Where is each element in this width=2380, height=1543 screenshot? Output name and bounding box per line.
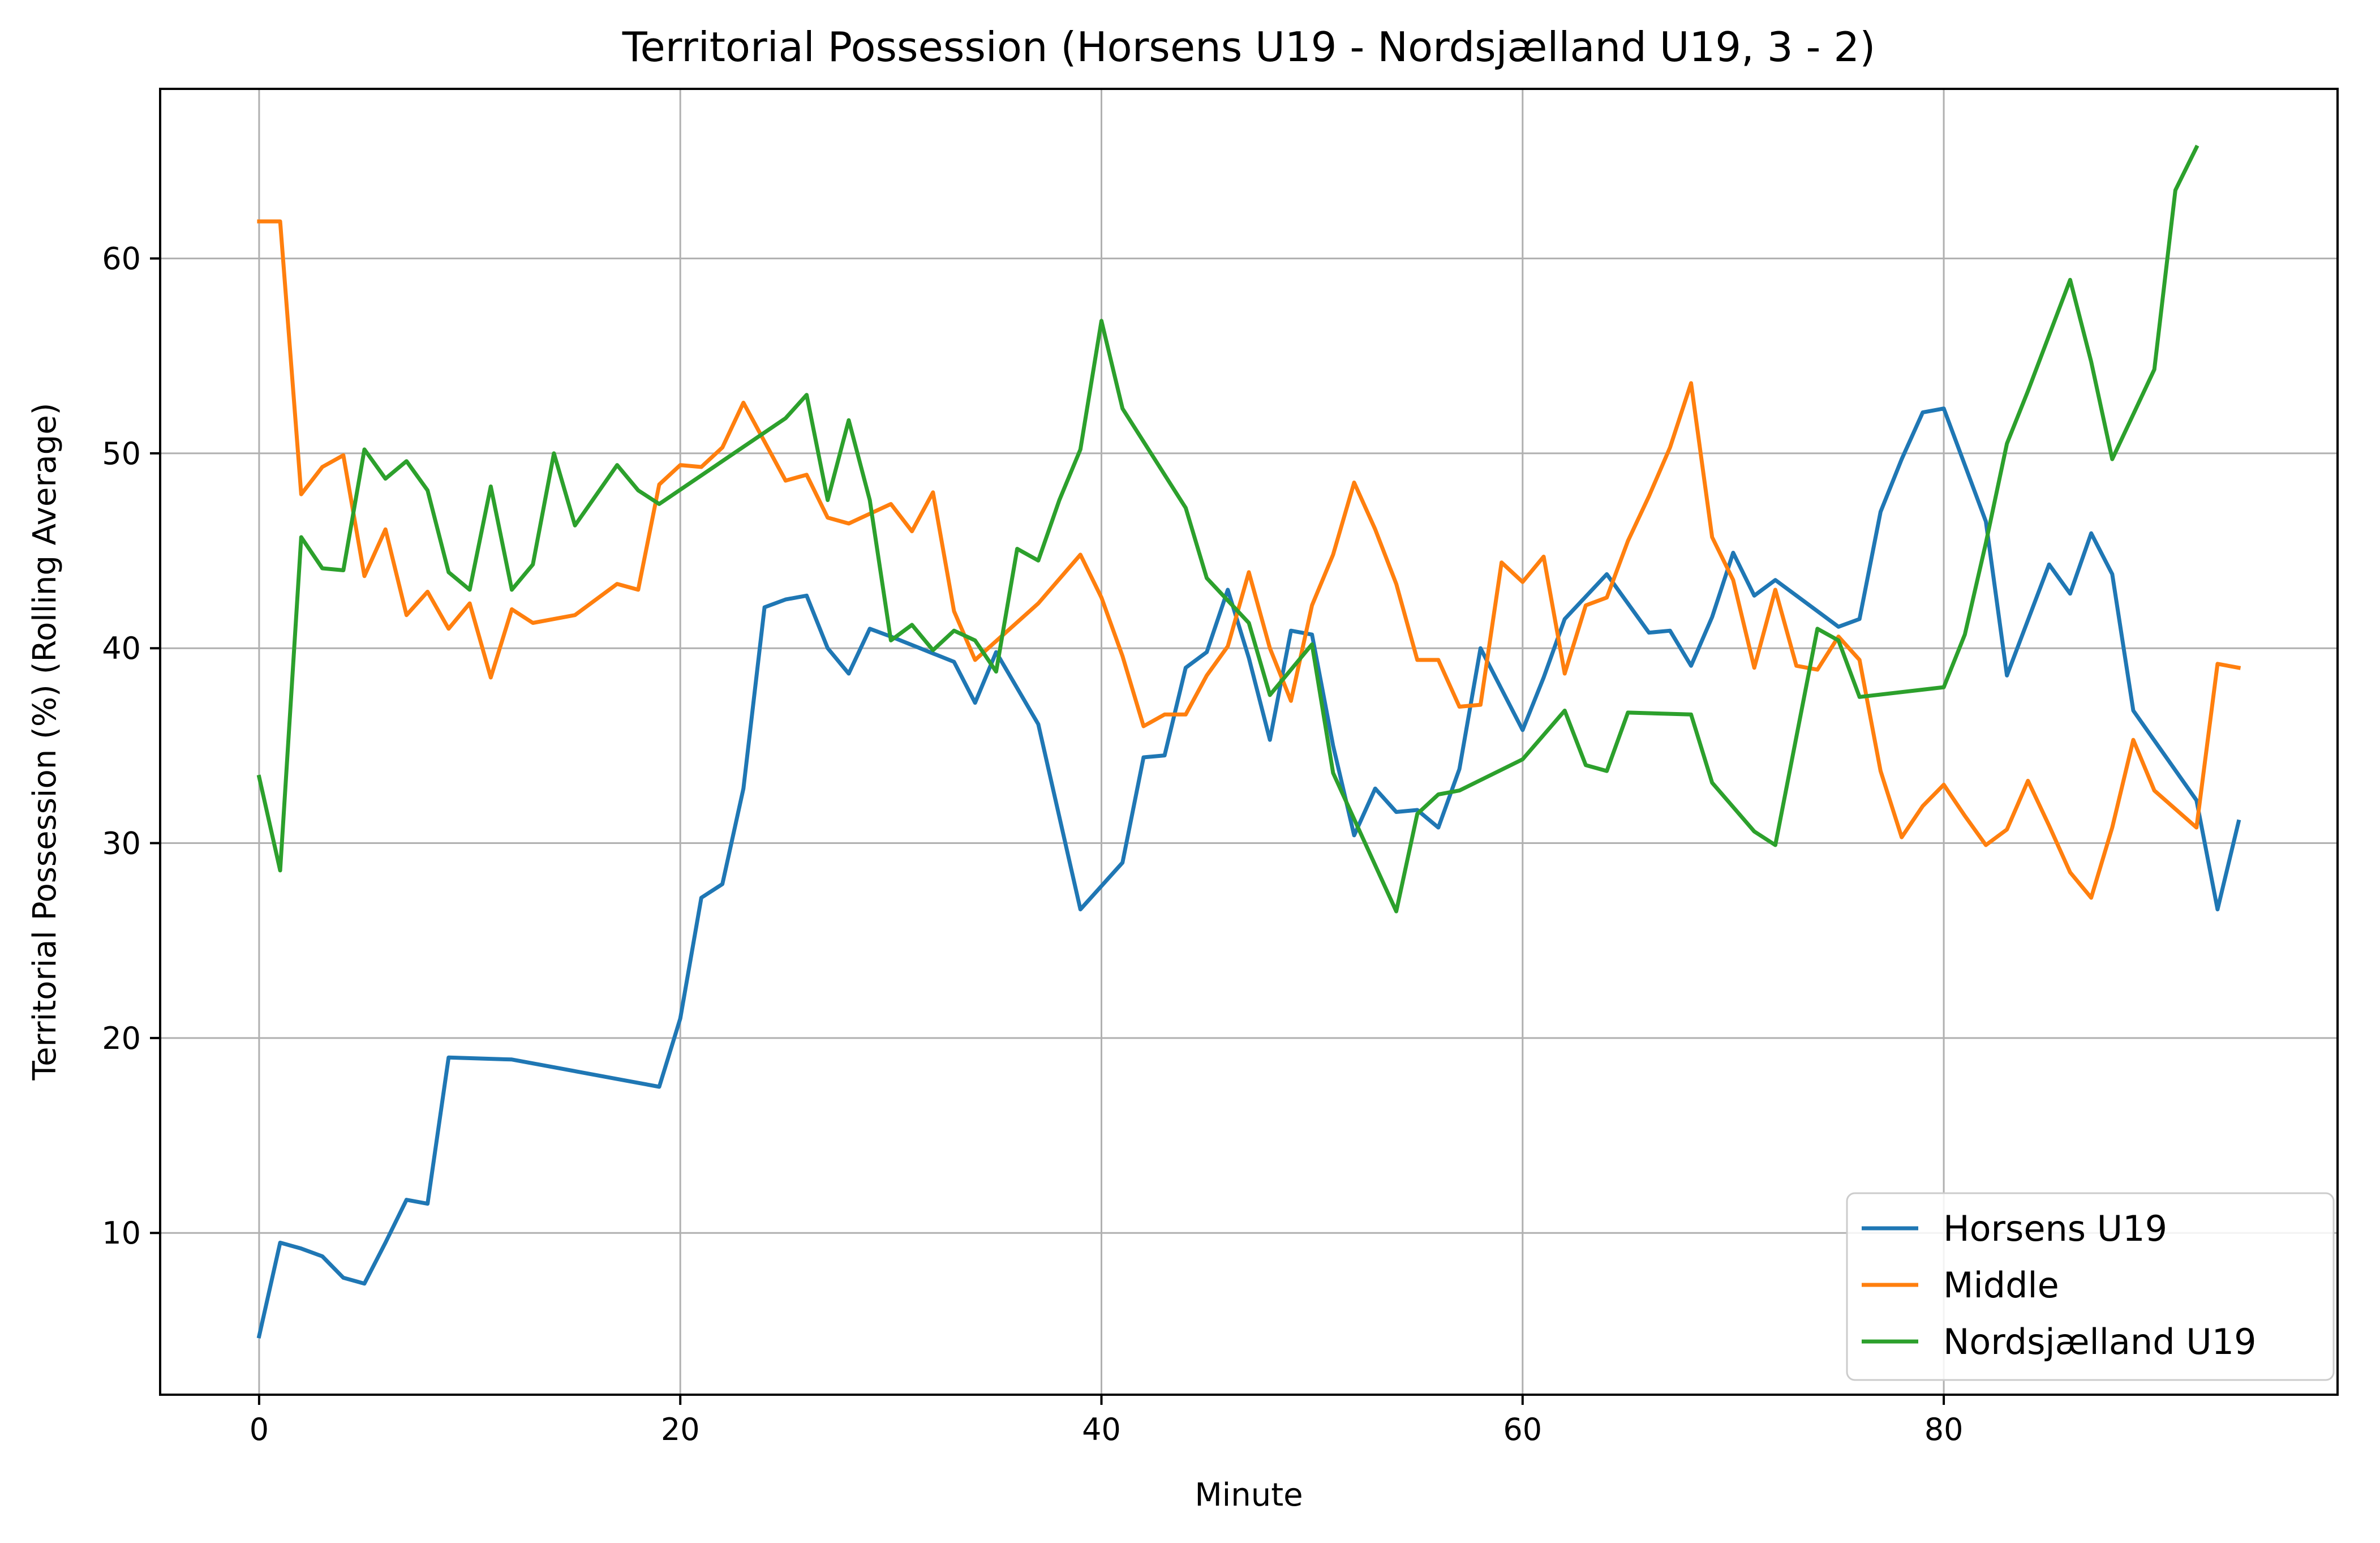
- y-tick-label: 20: [102, 1021, 141, 1056]
- y-tick-label: 30: [102, 826, 141, 861]
- y-tick-label: 40: [102, 631, 141, 666]
- series-line-1: [257, 219, 2241, 900]
- legend-label: Middle: [1943, 1265, 2059, 1306]
- y-tick-label: 60: [102, 241, 141, 277]
- series-line-0: [256, 406, 2241, 1339]
- x-tick-label: 20: [661, 1412, 700, 1447]
- x-tick-label: 40: [1082, 1412, 1121, 1447]
- x-tick-label: 0: [250, 1412, 269, 1447]
- x-tick-label: 80: [1924, 1412, 1964, 1447]
- chart-title: Territorial Possession (Horsens U19 - No…: [622, 23, 1876, 71]
- plot-frame: [159, 88, 2339, 1396]
- x-axis-label: Minute: [1195, 1477, 1303, 1514]
- gridlines: [160, 89, 2338, 1395]
- legend-label: Nordsjælland U19: [1943, 1321, 2257, 1362]
- y-tick-label: 50: [102, 436, 141, 472]
- x-tick-label: 60: [1503, 1412, 1542, 1447]
- series-lines: [256, 144, 2241, 1339]
- legend: Horsens U19 Middle Nordsjælland U19: [1846, 1192, 2335, 1381]
- legend-box: [1846, 1192, 2335, 1381]
- y-tick-label: 10: [102, 1215, 141, 1251]
- legend-label: Horsens U19: [1943, 1208, 2167, 1249]
- y-axis-label: Territorial Possession (%) (Rolling Aver…: [27, 402, 63, 1081]
- axis-ticks: 0 20 40 60 80 10 20 30 40 50 60: [102, 241, 1963, 1447]
- series-line-2: [256, 144, 2199, 914]
